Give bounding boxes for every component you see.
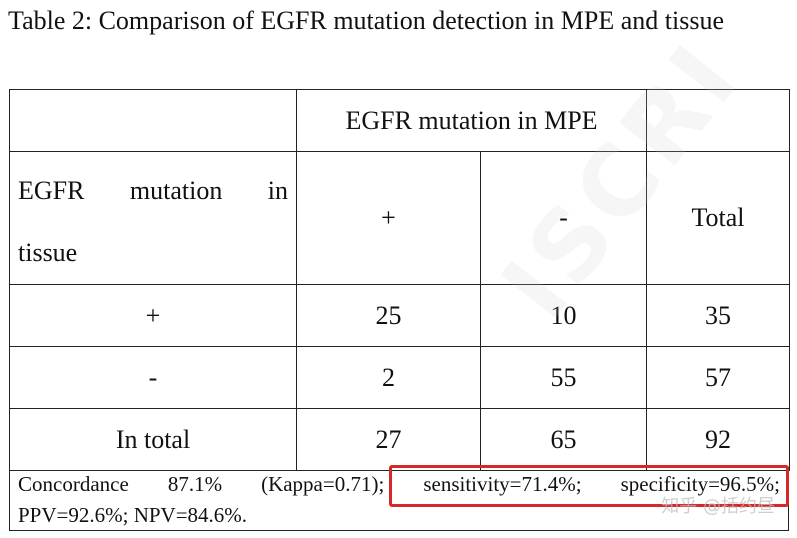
table-caption: Table 2: Comparison of EGFR mutation det… <box>8 6 724 35</box>
footnote-concordance: Concordance <box>18 472 129 496</box>
row-label: In total <box>9 408 297 471</box>
table-row: + 25 10 35 <box>9 284 790 347</box>
footnote-concordance-value: 87.1% <box>167 472 223 496</box>
col-minus-header: - <box>480 151 647 285</box>
tissue-header-cell: EGFR mutation in tissue <box>9 151 297 285</box>
cell-plus: 25 <box>296 284 481 347</box>
corner-cell <box>9 89 297 152</box>
footnote-specificity: specificity=96.5%; <box>620 472 780 496</box>
table-row: - 2 55 57 <box>9 346 790 409</box>
footnote-kappa: (Kappa=0.71); <box>261 472 385 496</box>
cell-total: 92 <box>646 408 790 471</box>
cell-plus: 2 <box>296 346 481 409</box>
table-footnote: Concordance 87.1% (Kappa=0.71); sensitiv… <box>9 467 789 531</box>
col-plus-header: + <box>296 151 481 285</box>
footnote-line-1: Concordance 87.1% (Kappa=0.71); sensitiv… <box>18 469 780 500</box>
header-row-1: EGFR mutation in MPE <box>9 89 790 152</box>
cell-minus: 55 <box>480 346 647 409</box>
cell-minus: 10 <box>480 284 647 347</box>
cell-total: 35 <box>646 284 790 347</box>
footnote-sensitivity: sensitivity=71.4%; <box>423 472 582 496</box>
header-row-2: EGFR mutation in tissue + - Total <box>9 151 790 285</box>
tissue-word-egfr: EGFR <box>18 176 85 205</box>
table-row: In total 27 65 92 <box>9 408 790 471</box>
row-label: - <box>9 346 297 409</box>
empty-header-cell <box>646 89 790 152</box>
tissue-word-mutation: mutation <box>129 176 223 205</box>
cell-minus: 65 <box>480 408 647 471</box>
tissue-word-in: in <box>267 176 288 205</box>
mpe-header-cell: EGFR mutation in MPE <box>296 89 647 152</box>
footnote-line-2: PPV=92.6%; NPV=84.6%. <box>18 503 248 527</box>
cell-plus: 27 <box>296 408 481 471</box>
col-total-header: Total <box>646 151 790 285</box>
row-label: + <box>9 284 297 347</box>
comparison-table: EGFR mutation in MPE EGFR mutation in ti… <box>9 89 790 471</box>
tissue-header-line1: EGFR mutation in <box>18 160 288 222</box>
tissue-header-line2: tissue <box>18 238 78 267</box>
cell-total: 57 <box>646 346 790 409</box>
